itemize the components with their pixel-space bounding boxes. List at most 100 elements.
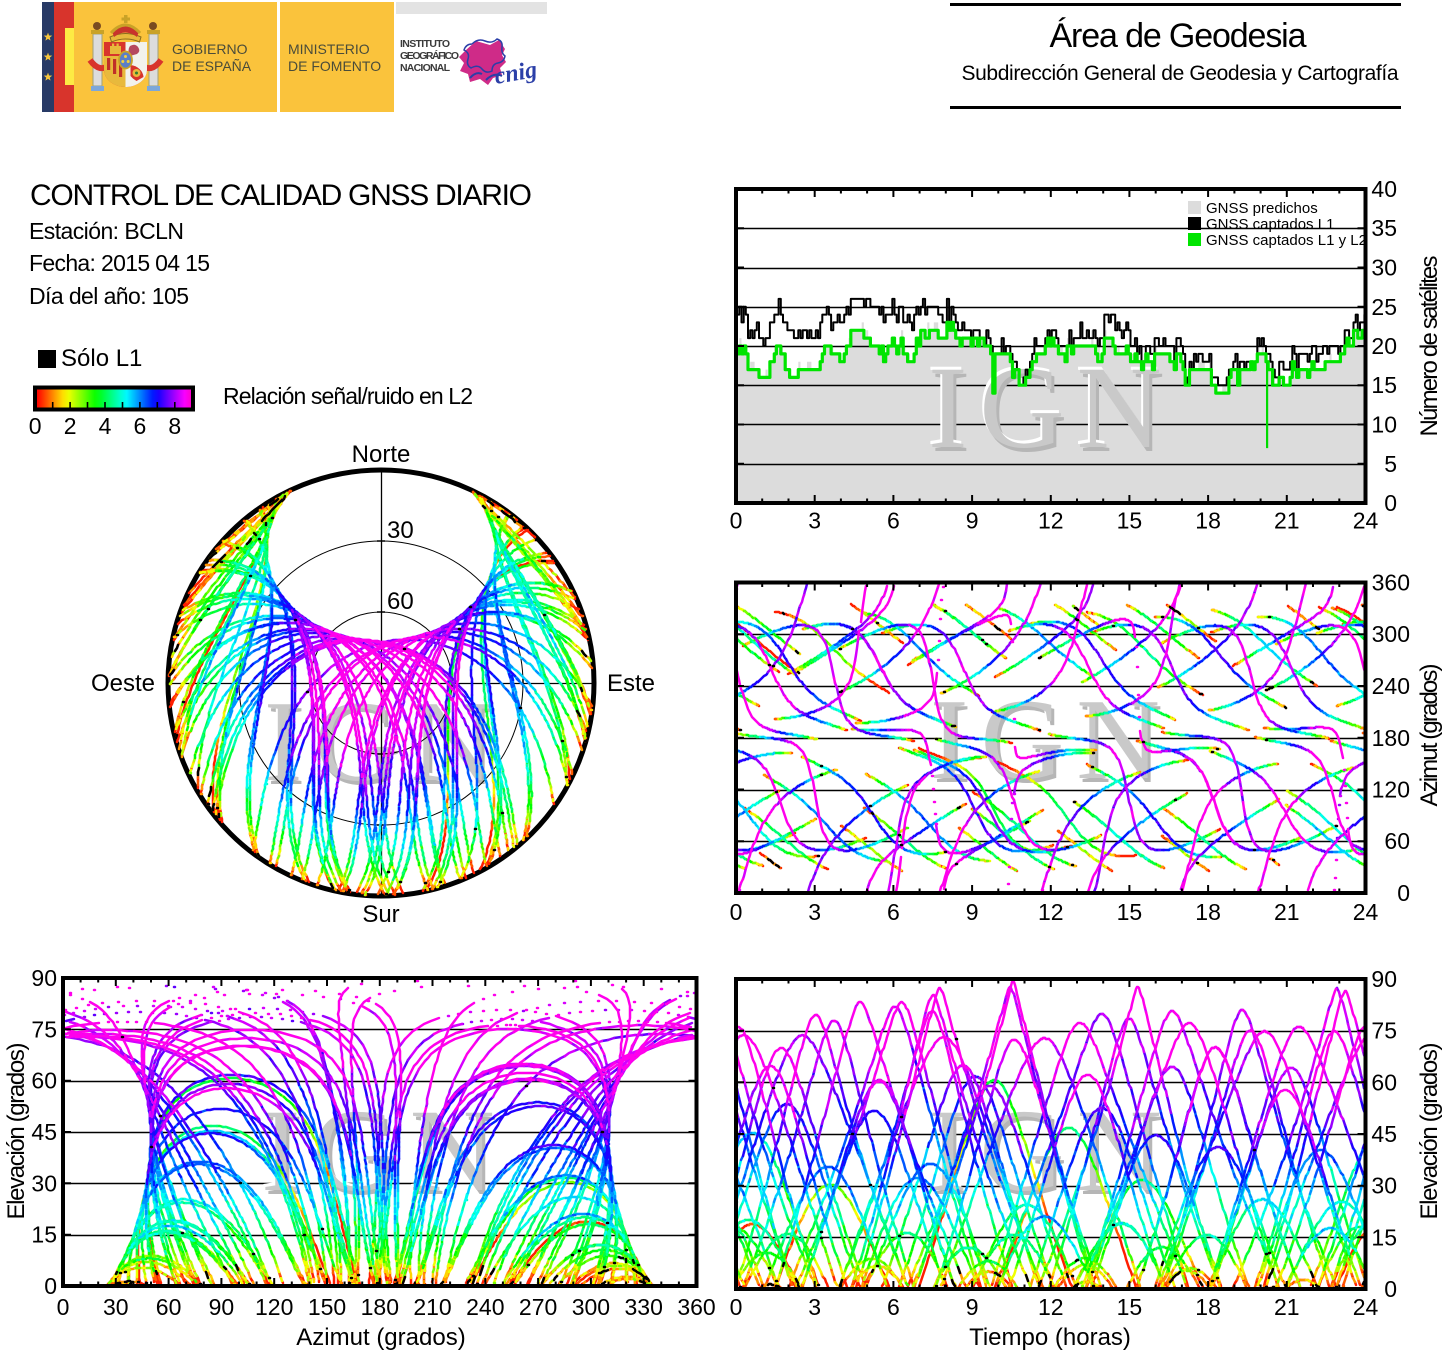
svg-text:Azimut (grados): Azimut (grados) — [1416, 664, 1443, 807]
svg-text:30: 30 — [387, 517, 414, 544]
svg-text:2: 2 — [64, 413, 77, 439]
svg-text:18: 18 — [1195, 899, 1221, 925]
svg-text:Elevación (grados): Elevación (grados) — [3, 1043, 30, 1220]
svg-text:12: 12 — [1038, 508, 1064, 534]
svg-text:15: 15 — [1117, 1294, 1143, 1320]
svg-text:21: 21 — [1274, 1294, 1300, 1320]
svg-text:5: 5 — [1384, 451, 1397, 477]
svg-text:60: 60 — [31, 1068, 57, 1094]
svg-text:180: 180 — [361, 1294, 399, 1320]
svg-text:NACIONAL: NACIONAL — [400, 62, 451, 74]
svg-text:30: 30 — [103, 1294, 129, 1320]
svg-text:6: 6 — [887, 508, 900, 534]
svg-text:24: 24 — [1353, 899, 1379, 925]
svg-text:30: 30 — [1371, 255, 1397, 281]
svg-text:0: 0 — [1397, 880, 1410, 906]
svg-text:0: 0 — [29, 413, 42, 439]
svg-text:35: 35 — [1371, 215, 1397, 241]
svg-text:21: 21 — [1274, 899, 1300, 925]
svg-text:3: 3 — [808, 1294, 821, 1320]
svg-text:75: 75 — [31, 1016, 57, 1042]
svg-text:180: 180 — [1372, 725, 1410, 751]
svg-text:0: 0 — [57, 1294, 70, 1320]
svg-text:9: 9 — [966, 508, 979, 534]
svg-text:45: 45 — [1371, 1121, 1397, 1147]
svg-text:0: 0 — [44, 1273, 57, 1299]
svg-text:DE FOMENTO: DE FOMENTO — [288, 58, 381, 74]
svg-text:20: 20 — [1371, 333, 1397, 359]
svg-text:40: 40 — [1371, 176, 1397, 202]
svg-text:8: 8 — [168, 413, 181, 439]
svg-text:IGN: IGN — [930, 676, 1172, 804]
svg-text:0: 0 — [730, 508, 743, 534]
svg-text:Azimut (grados): Azimut (grados) — [296, 1324, 465, 1350]
svg-text:Día del año: 105: Día del año: 105 — [29, 283, 189, 309]
svg-text:3: 3 — [808, 508, 821, 534]
svg-text:Fecha: 2015 04 15: Fecha: 2015 04 15 — [29, 250, 210, 276]
svg-text:GNSS captados L1: GNSS captados L1 — [1206, 216, 1334, 233]
svg-text:GNSS predichos: GNSS predichos — [1206, 200, 1318, 217]
svg-text:21: 21 — [1274, 508, 1300, 534]
svg-text:0: 0 — [1384, 1276, 1397, 1302]
svg-text:IGN: IGN — [931, 346, 1177, 477]
svg-text:3: 3 — [808, 899, 821, 925]
svg-text:INSTITUTO: INSTITUTO — [400, 38, 450, 50]
svg-text:240: 240 — [1372, 673, 1410, 699]
svg-text:6: 6 — [887, 1294, 900, 1320]
svg-text:15: 15 — [1371, 1224, 1397, 1250]
svg-text:15: 15 — [1371, 372, 1397, 398]
svg-text:MINISTERIO: MINISTERIO — [288, 41, 370, 57]
svg-text:15: 15 — [1117, 508, 1143, 534]
svg-text:45: 45 — [31, 1119, 57, 1145]
svg-text:Subdirección General de Geodes: Subdirección General de Geodesia y Carto… — [962, 62, 1399, 85]
svg-text:25: 25 — [1371, 294, 1397, 320]
svg-text:18: 18 — [1195, 1294, 1221, 1320]
svg-text:15: 15 — [1117, 899, 1143, 925]
svg-text:120: 120 — [255, 1294, 293, 1320]
svg-text:DE ESPAÑA: DE ESPAÑA — [172, 58, 252, 74]
svg-text:Relación señal/ruido en L2: Relación señal/ruido en L2 — [223, 383, 473, 409]
svg-text:360: 360 — [1372, 570, 1410, 596]
svg-text:30: 30 — [1371, 1173, 1397, 1199]
svg-text:60: 60 — [1371, 1069, 1397, 1095]
svg-text:60: 60 — [387, 588, 414, 615]
svg-text:Sólo L1: Sólo L1 — [61, 345, 142, 372]
svg-text:90: 90 — [209, 1294, 235, 1320]
svg-text:90: 90 — [31, 965, 57, 991]
svg-text:9: 9 — [966, 1294, 979, 1320]
svg-text:12: 12 — [1038, 1294, 1064, 1320]
svg-text:CONTROL DE CALIDAD GNSS DIARIO: CONTROL DE CALIDAD GNSS DIARIO — [30, 179, 532, 212]
svg-text:18: 18 — [1195, 508, 1221, 534]
svg-text:Sur: Sur — [362, 901, 399, 928]
svg-text:Área de Geodesia: Área de Geodesia — [1050, 17, 1307, 55]
svg-text:330: 330 — [625, 1294, 663, 1320]
svg-text:Número de satélites: Número de satélites — [1416, 256, 1443, 437]
svg-text:240: 240 — [466, 1294, 504, 1320]
svg-text:300: 300 — [572, 1294, 610, 1320]
svg-text:60: 60 — [156, 1294, 182, 1320]
svg-text:30: 30 — [31, 1170, 57, 1196]
svg-text:0: 0 — [1384, 490, 1397, 516]
svg-text:Oeste: Oeste — [91, 670, 155, 697]
svg-text:90: 90 — [1371, 966, 1397, 992]
svg-text:300: 300 — [1372, 621, 1410, 647]
svg-text:Elevación (grados): Elevación (grados) — [1416, 1043, 1443, 1220]
svg-text:GEOGRÁFICO: GEOGRÁFICO — [400, 49, 459, 62]
svg-text:IGN: IGN — [926, 339, 1172, 470]
svg-text:Este: Este — [607, 670, 655, 697]
svg-text:120: 120 — [1372, 777, 1410, 803]
svg-text:10: 10 — [1371, 412, 1397, 438]
svg-text:60: 60 — [1384, 828, 1410, 854]
svg-text:IGN: IGN — [928, 342, 1174, 473]
svg-text:0: 0 — [730, 1294, 743, 1320]
svg-text:0: 0 — [730, 899, 743, 925]
svg-text:15: 15 — [31, 1222, 57, 1248]
svg-text:GOBIERNO: GOBIERNO — [172, 41, 248, 57]
svg-text:150: 150 — [308, 1294, 346, 1320]
svg-text:75: 75 — [1371, 1018, 1397, 1044]
svg-text:6: 6 — [134, 413, 147, 439]
svg-text:360: 360 — [677, 1294, 715, 1320]
svg-text:Estación: BCLN: Estación: BCLN — [29, 218, 184, 244]
svg-text:Norte: Norte — [352, 441, 411, 468]
svg-text:24: 24 — [1353, 1294, 1379, 1320]
